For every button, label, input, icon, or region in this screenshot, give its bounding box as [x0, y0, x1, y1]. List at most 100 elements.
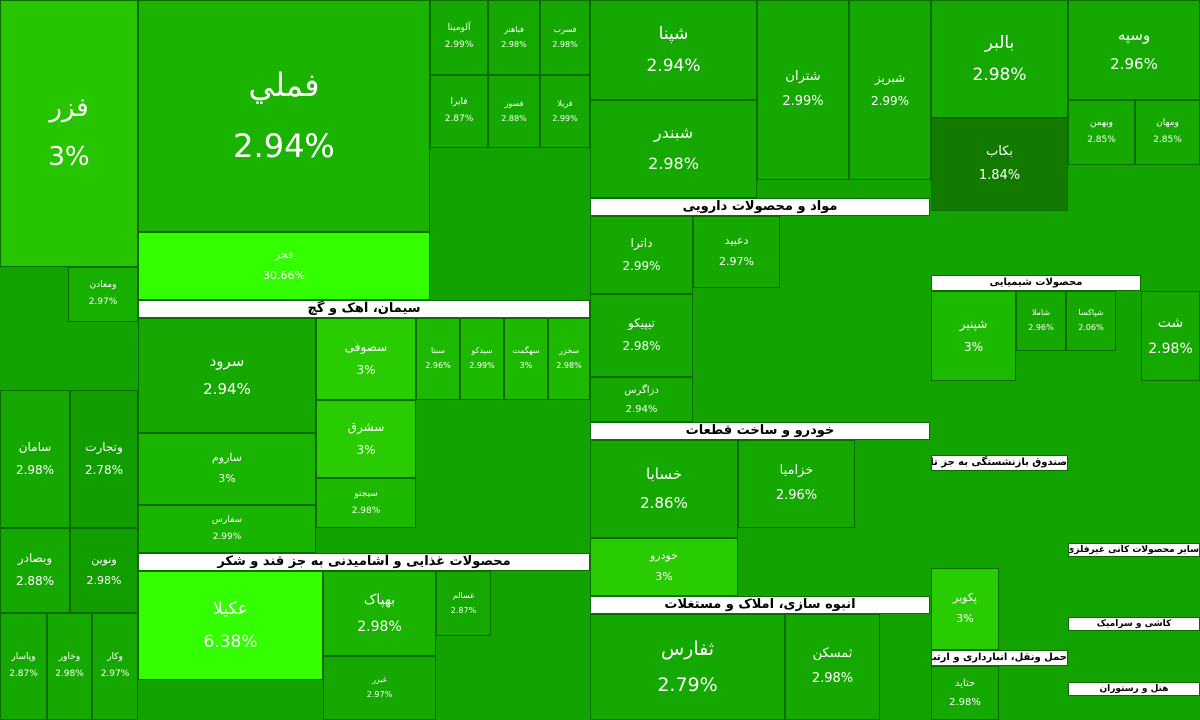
stock-change: 2.85% [1087, 135, 1116, 146]
stock-tile[interactable]: ثمسکن 2.98% [785, 614, 880, 720]
stock-tile[interactable]: سیجتو 2.98% [316, 478, 416, 528]
stock-change: 3% [655, 570, 673, 584]
stock-change: 2.86% [640, 493, 688, 512]
stock-tile[interactable]: فزر 3% [0, 0, 138, 267]
stock-tile[interactable]: دزاگرس 2.94% [590, 377, 693, 422]
stock-change: 6.38% [203, 631, 258, 652]
stock-change: 2.99% [469, 361, 495, 371]
stock-tile[interactable]: وتجارت 2.78% [70, 390, 138, 528]
stock-change: 2.94% [625, 403, 658, 415]
stock-name: ثمسکن [812, 646, 853, 662]
stock-tile[interactable]: شپاکسا 2.06% [1066, 291, 1116, 351]
sector-header[interactable]: مواد و محصولات دارویی [590, 198, 930, 216]
sector-header[interactable]: سیمان، آهک و گچ [138, 300, 590, 318]
stock-tile[interactable]: وخاور 2.98% [47, 613, 92, 720]
stock-tile[interactable]: فسوز 2.88% [488, 75, 540, 148]
stock-tile[interactable]: عکیلا 6.38% [138, 571, 323, 680]
stock-change: 2.98% [1148, 341, 1193, 358]
sector-header[interactable]: محصولات غذایی و آشامیدنی به جز قند و شکر [138, 553, 590, 571]
stock-name: شبریز [874, 70, 906, 85]
stock-tile[interactable]: دعبید 2.97% [693, 216, 780, 288]
sector-header[interactable]: کاشی و سرامیک [1068, 617, 1200, 631]
stock-name: خسابا [646, 465, 682, 483]
stock-name: وتجارت [85, 439, 123, 454]
stock-tile[interactable]: فریلا 2.99% [540, 75, 590, 148]
stock-tile[interactable]: سامان 2.98% [0, 390, 70, 528]
stock-tile[interactable]: سخزر 2.98% [548, 318, 590, 400]
stock-change: 2.06% [1078, 323, 1104, 333]
stock-tile[interactable]: شت 2.98% [1141, 291, 1200, 381]
sector-header[interactable]: سایر محصولات کانی غیرفلزی [1068, 543, 1200, 557]
stock-tile[interactable]: حتاید 2.98% [931, 666, 999, 720]
stock-tile[interactable]: فسرب 2.98% [540, 0, 590, 75]
stock-change: 3% [356, 442, 376, 457]
stock-tile[interactable]: خودرو 3% [590, 538, 738, 596]
stock-change: 2.98% [622, 339, 661, 354]
stock-tile[interactable]: فایرا 2.87% [430, 75, 488, 148]
stock-name: سبتا [431, 346, 445, 356]
stock-tile[interactable]: بالبر 2.98% [931, 0, 1068, 118]
stock-change: 3% [956, 612, 974, 626]
stock-tile[interactable]: شپنا 2.94% [590, 0, 757, 100]
stock-change: 2.94% [233, 126, 335, 165]
stock-change: 2.85% [1153, 135, 1182, 146]
stock-tile[interactable]: سرود 2.94% [138, 318, 316, 433]
stock-tile[interactable]: غبزر 2.97% [323, 656, 436, 720]
stock-tile[interactable]: وکار 2.97% [92, 613, 138, 720]
stock-tile[interactable]: فملي 2.94% [138, 0, 430, 232]
stock-tile[interactable]: شتران 2.99% [757, 0, 849, 180]
stock-tile[interactable]: سهگمت 3% [504, 318, 548, 400]
stock-tile[interactable]: بهپاک 2.98% [323, 571, 436, 656]
stock-tile[interactable]: سفارس 2.99% [138, 505, 316, 553]
sector-header[interactable]: انبوه سازی، املاک و مستغلات [590, 596, 930, 614]
stock-name: دعبید [724, 234, 749, 248]
stock-tile[interactable]: سبتا 2.96% [416, 318, 460, 400]
stock-tile[interactable]: وسپه 2.96% [1068, 0, 1200, 100]
stock-tile[interactable]: شاملا 2.96% [1016, 291, 1066, 351]
stock-name: سخزر [558, 346, 580, 356]
stock-tile[interactable]: ونوین 2.98% [70, 528, 138, 613]
stock-name: بالبر [984, 32, 1015, 53]
stock-tile[interactable]: ومعادن 2.97% [68, 267, 138, 322]
stock-name: فایرا [450, 97, 468, 108]
stock-tile[interactable]: غسالم 2.87% [436, 571, 491, 636]
stock-tile[interactable]: ومهان 2.85% [1135, 100, 1200, 165]
stock-tile[interactable]: وپاسار 2.87% [0, 613, 47, 720]
stock-change: 2.97% [366, 690, 393, 700]
stock-tile[interactable]: آلومینا 2.99% [430, 0, 488, 75]
stock-tile[interactable]: شبندر 2.98% [590, 100, 757, 198]
stock-tile[interactable]: خسابا 2.86% [590, 440, 738, 538]
stock-name: شپنا [658, 23, 689, 44]
stock-tile[interactable]: ثفارس 2.79% [590, 614, 785, 720]
sector-header[interactable]: حمل ونقل، انبارداری و ارتباطات [931, 650, 1068, 666]
stock-tile[interactable]: وبصادر 2.88% [0, 528, 70, 613]
stock-name: شتران [785, 69, 821, 85]
stock-name: بکاب [986, 143, 1013, 159]
stock-tile[interactable]: فجر 30.66% [138, 232, 430, 300]
stock-tile[interactable]: داترا 2.99% [590, 216, 693, 294]
stock-tile[interactable]: سصوفی 3% [316, 318, 416, 400]
stock-name: آلومینا [447, 23, 471, 34]
stock-tile[interactable]: فباهنر 2.98% [488, 0, 540, 75]
stock-tile[interactable]: تیپیکو 2.98% [590, 294, 693, 377]
stock-tile[interactable]: شبریز 2.99% [849, 0, 931, 180]
stock-tile[interactable]: ساروم 3% [138, 433, 316, 505]
stock-change: 3% [218, 472, 236, 486]
stock-name: خزامیا [779, 463, 814, 479]
sector-header[interactable]: هتل و رستوران [1068, 682, 1200, 696]
stock-tile[interactable]: وبهمن 2.85% [1068, 100, 1135, 165]
stock-tile[interactable]: پکویر 3% [931, 568, 999, 650]
stock-name: پکویر [953, 591, 977, 605]
stock-tile[interactable]: شپنیر 3% [931, 291, 1016, 381]
stock-tile[interactable]: سشرق 3% [316, 400, 416, 478]
stock-tile[interactable]: بکاب 1.84% [931, 118, 1068, 211]
stock-name: خودرو [650, 549, 679, 563]
stock-change: 2.98% [648, 153, 699, 173]
stock-name: حتاید [954, 678, 976, 689]
stock-name: شپنیر [959, 316, 988, 331]
sector-header[interactable]: صندوق بازنشستگی به جز تامین اجتماعی [931, 455, 1068, 471]
stock-tile[interactable]: سیدکو 2.99% [460, 318, 504, 400]
stock-tile[interactable]: خزامیا 2.96% [738, 440, 855, 528]
sector-header[interactable]: خودرو و ساخت قطعات [590, 422, 930, 440]
sector-header[interactable]: محصولات شیمیایی [931, 275, 1141, 291]
